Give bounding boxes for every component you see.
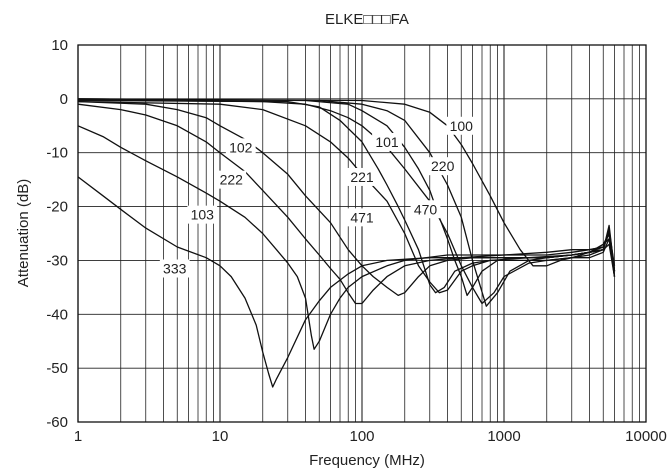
x-tick-label: 100 [349, 428, 374, 445]
y-tick-label: 0 [60, 91, 68, 108]
y-tick-label: -40 [46, 306, 68, 323]
series-line-103 [77, 125, 616, 350]
x-tick-label: 10 [212, 428, 229, 445]
y-tick-label: -60 [46, 414, 68, 431]
series-label-text: 333 [163, 261, 187, 277]
series-label-bg [347, 208, 377, 227]
series-label-bg [410, 200, 441, 219]
series-label-bg [225, 138, 256, 157]
y-axis-title: Attenuation (dB) [15, 179, 32, 287]
series-label-text: 103 [191, 207, 215, 223]
x-tick-label: 1 [74, 428, 82, 445]
series-label-bg [347, 167, 377, 186]
series-label-text: 222 [220, 172, 244, 188]
series-label-text: 221 [350, 169, 374, 185]
x-tick-label: 1000 [487, 428, 520, 445]
series-label-102: 102 [225, 138, 256, 157]
series-label-220: 220 [427, 157, 458, 176]
series-label-470: 470 [410, 200, 441, 219]
series-label-text: 102 [229, 139, 253, 155]
y-tick-label: -50 [46, 360, 68, 377]
series-label-103: 103 [187, 205, 218, 224]
series-label-text: 220 [431, 158, 455, 174]
series-label-222: 222 [216, 170, 247, 189]
y-tick-label: -10 [46, 145, 68, 162]
series-label-bg [446, 116, 477, 135]
series-label-bg [159, 259, 190, 278]
series-label-text: 470 [414, 201, 438, 217]
y-tick-label: -20 [46, 199, 68, 216]
x-tick-label: 10000 [625, 428, 667, 445]
chart-title: ELKE□□□FA [325, 11, 409, 28]
series-label-333: 333 [159, 259, 190, 278]
series-label-471: 471 [347, 208, 377, 227]
series-labels: 100 220 101 470 221 471 102 222 103 333 [159, 116, 477, 278]
series-label-101: 101 [372, 132, 402, 151]
series-label-bg [187, 205, 218, 224]
series-label-text: 100 [450, 118, 474, 134]
series-label-bg [372, 132, 402, 151]
series-label-bg [216, 170, 247, 189]
series-label-100: 100 [446, 116, 477, 135]
series-line-100 [77, 98, 616, 277]
series-line-222 [77, 103, 616, 305]
series-label-text: 101 [375, 134, 399, 150]
series-line-101 [77, 99, 616, 305]
y-tick-label: -30 [46, 252, 68, 269]
series-label-bg [427, 157, 458, 176]
series-line-333 [77, 176, 616, 388]
series-label-text: 471 [350, 209, 374, 225]
y-tick-label: 10 [51, 37, 68, 54]
plot-frame [77, 44, 647, 423]
series-label-221: 221 [347, 167, 377, 186]
series-lines [77, 98, 616, 388]
x-axis-title: Frequency (MHz) [309, 452, 425, 469]
series-line-221 [77, 100, 616, 294]
